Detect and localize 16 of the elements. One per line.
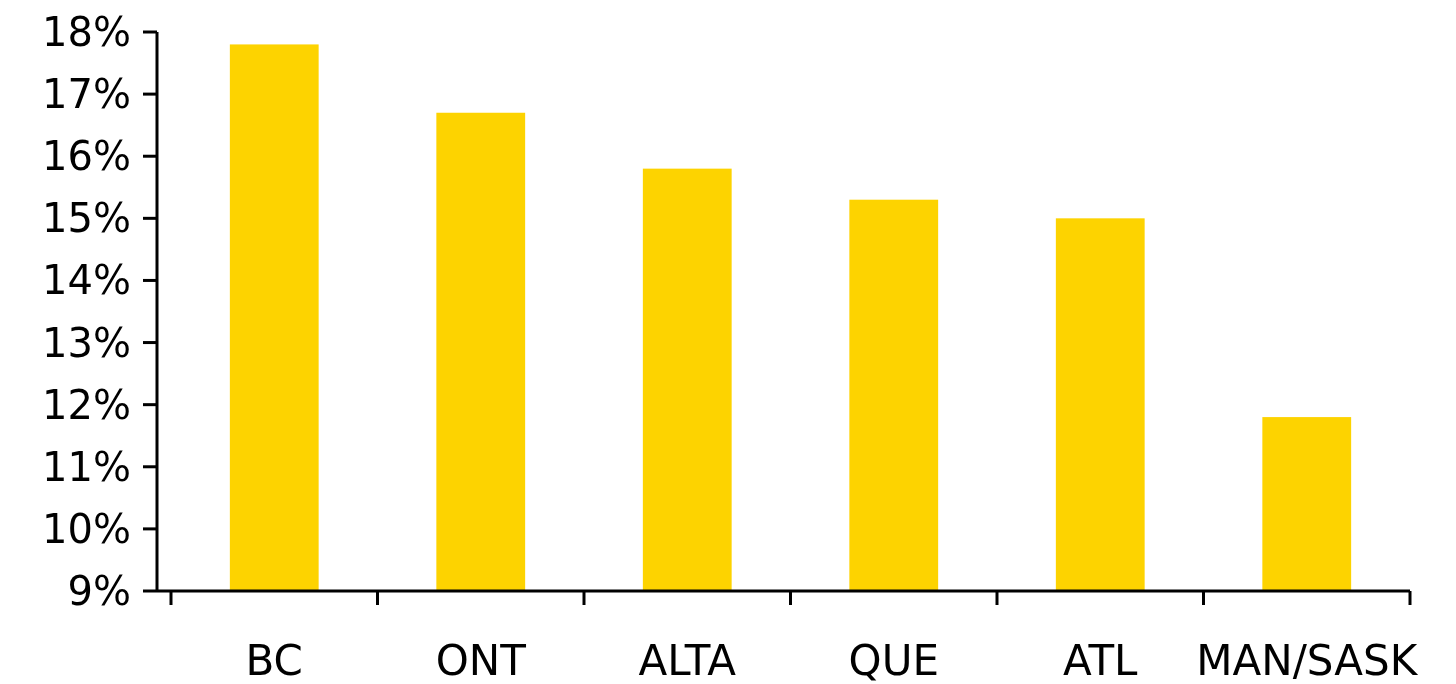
y-tick-label: 14% xyxy=(42,257,131,304)
y-tick-label: 9% xyxy=(67,568,131,614)
y-tick-label: 16% xyxy=(42,133,131,180)
x-tick-label: QUE xyxy=(848,636,939,684)
y-tick-label: 18% xyxy=(42,9,131,55)
y-tick-label: 12% xyxy=(42,381,131,428)
y-tick-label: 13% xyxy=(42,319,131,366)
x-tick-label: ALTA xyxy=(638,636,737,684)
y-tick-label: 17% xyxy=(42,71,131,118)
x-tick-label: ATL xyxy=(1062,636,1139,684)
y-tick-label: 11% xyxy=(42,443,131,490)
x-tick-label: BC xyxy=(245,636,303,684)
x-tick-label: MAN/SASK xyxy=(1196,636,1419,684)
y-tick-label: 10% xyxy=(42,505,131,552)
y-tick-label: 15% xyxy=(42,195,131,242)
x-tick-label: ONT xyxy=(435,636,527,684)
